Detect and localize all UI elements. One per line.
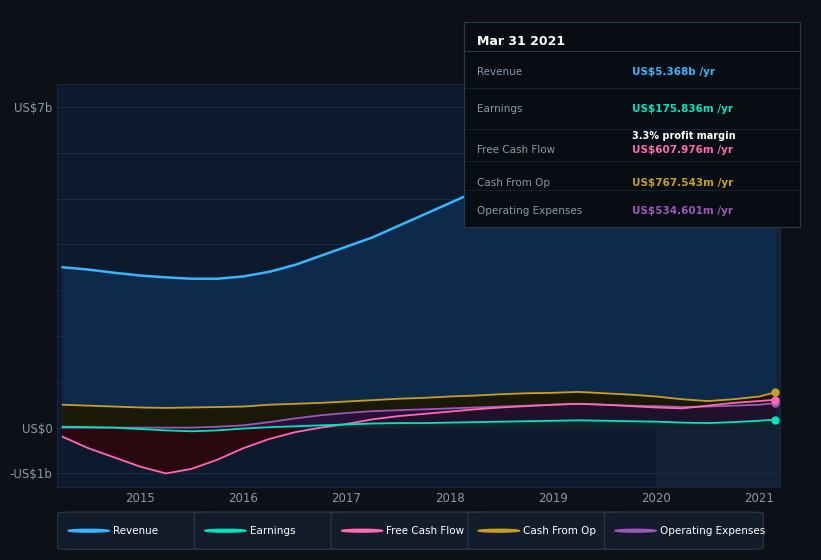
Text: Mar 31 2021: Mar 31 2021 bbox=[477, 35, 566, 48]
Text: Earnings: Earnings bbox=[477, 104, 523, 114]
Circle shape bbox=[342, 529, 383, 532]
Circle shape bbox=[68, 529, 109, 532]
Text: 3.3% profit margin: 3.3% profit margin bbox=[632, 130, 736, 141]
Text: US$767.543m /yr: US$767.543m /yr bbox=[632, 178, 733, 188]
Text: US$607.976m /yr: US$607.976m /yr bbox=[632, 145, 733, 155]
Text: US$5.368b /yr: US$5.368b /yr bbox=[632, 67, 715, 77]
Bar bbox=[656, 84, 780, 487]
Text: Free Cash Flow: Free Cash Flow bbox=[387, 526, 465, 536]
Text: US$534.601m /yr: US$534.601m /yr bbox=[632, 207, 733, 216]
Circle shape bbox=[204, 529, 246, 532]
Circle shape bbox=[615, 529, 656, 532]
Circle shape bbox=[478, 529, 520, 532]
Text: Revenue: Revenue bbox=[113, 526, 158, 536]
FancyBboxPatch shape bbox=[331, 512, 490, 549]
Text: Operating Expenses: Operating Expenses bbox=[477, 207, 583, 216]
Text: Earnings: Earnings bbox=[250, 526, 296, 536]
Text: Free Cash Flow: Free Cash Flow bbox=[477, 145, 556, 155]
FancyBboxPatch shape bbox=[57, 512, 217, 549]
Text: Cash From Op: Cash From Op bbox=[523, 526, 596, 536]
Text: US$175.836m /yr: US$175.836m /yr bbox=[632, 104, 733, 114]
FancyBboxPatch shape bbox=[468, 512, 626, 549]
Text: Cash From Op: Cash From Op bbox=[477, 178, 550, 188]
FancyBboxPatch shape bbox=[604, 512, 764, 549]
FancyBboxPatch shape bbox=[195, 512, 353, 549]
Text: Revenue: Revenue bbox=[477, 67, 522, 77]
Text: Operating Expenses: Operating Expenses bbox=[660, 526, 765, 536]
